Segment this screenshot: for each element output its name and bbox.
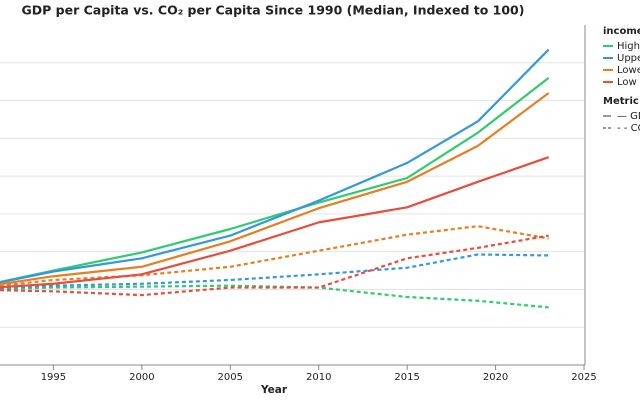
chart-title: GDP per Capita vs. CO₂ per Capita Since … xyxy=(22,3,525,18)
series-line xyxy=(0,284,549,309)
x-tick-label: 2010 xyxy=(306,372,331,383)
series-line xyxy=(0,234,549,297)
series-line xyxy=(0,253,549,290)
legend-label: Lower middle income xyxy=(617,65,640,76)
x-axis-title: Year xyxy=(260,384,288,396)
series-line xyxy=(0,77,550,284)
legend-label: - - CO₂ per capita xyxy=(617,123,640,134)
x-tick-label: 1995 xyxy=(41,372,66,383)
series-line xyxy=(0,156,549,289)
legend-label: High income xyxy=(617,41,640,52)
legend-label: — GDP per capita xyxy=(617,111,640,122)
x-tick-label: 2000 xyxy=(129,372,154,383)
legend-label: Upper middle income xyxy=(617,53,640,64)
series-line xyxy=(0,92,550,286)
series-line xyxy=(0,48,550,284)
legend-title: Metric xyxy=(603,96,639,107)
series-line xyxy=(0,225,549,287)
x-tick-label: 2025 xyxy=(571,372,596,383)
x-tick-label: 2005 xyxy=(218,372,243,383)
legend-title: income_group xyxy=(603,26,640,37)
x-tick-label: 2020 xyxy=(483,372,508,383)
legend-label: Low income xyxy=(617,77,640,88)
x-tick-label: 2015 xyxy=(394,372,419,383)
